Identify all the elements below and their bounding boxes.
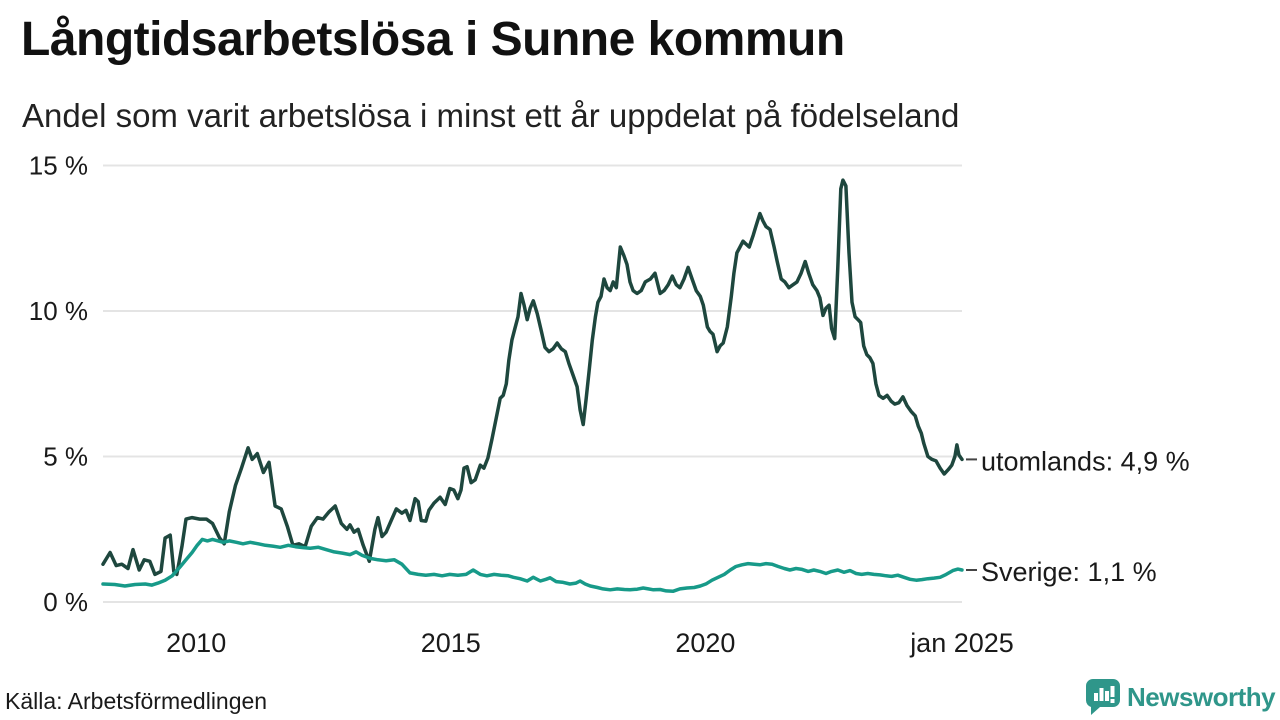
series-line-utomlands bbox=[101, 178, 964, 577]
x-tick-label: jan 2025 bbox=[909, 628, 1014, 658]
y-tick-label: 5 % bbox=[43, 442, 88, 472]
newsworthy-icon bbox=[1086, 679, 1120, 715]
y-tick-label: 10 % bbox=[29, 296, 88, 326]
page-title: Långtidsarbetslösa i Sunne kommun bbox=[21, 13, 845, 66]
series-end-label-utomlands: utomlands: 4,9 % bbox=[981, 446, 1190, 476]
y-tick-label: 0 % bbox=[43, 587, 88, 617]
source-note: Källa: Arbetsförmedlingen bbox=[5, 688, 268, 714]
y-tick-label: 15 % bbox=[29, 151, 88, 181]
series-line-Sverige bbox=[101, 537, 964, 593]
x-tick-label: 2010 bbox=[166, 628, 226, 658]
newsworthy-logo: Newsworthy bbox=[1086, 679, 1276, 716]
series-end-label-Sverige: Sverige: 1,1 % bbox=[981, 557, 1157, 587]
chart-subtitle: Andel som varit arbetslösa i minst ett å… bbox=[22, 97, 960, 134]
x-tick-label: 2015 bbox=[421, 628, 481, 658]
x-tick-label: 2020 bbox=[675, 628, 735, 658]
newsworthy-brand-text: Newsworthy bbox=[1127, 682, 1276, 712]
